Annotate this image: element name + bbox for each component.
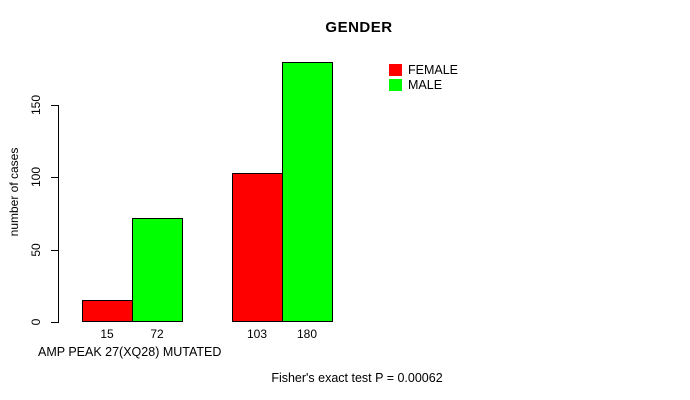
y-axis-label: number of cases — [7, 147, 21, 237]
chart-title: GENDER — [325, 19, 393, 36]
bar-female-group-1 — [82, 300, 133, 322]
legend-swatch-female — [389, 63, 402, 76]
x-axis-label: AMP PEAK 27(XQ28) MUTATED — [38, 345, 222, 359]
bar-value-label-103: 103 — [246, 327, 268, 341]
bar-value-label-180: 180 — [296, 327, 318, 341]
y-tick-label-150: 150 — [29, 94, 43, 116]
y-tick-100 — [51, 177, 58, 178]
legend: FEMALE MALE — [389, 62, 458, 92]
bar-male-group-1 — [132, 218, 183, 322]
legend-item-female: FEMALE — [389, 62, 458, 77]
bar-male-group-2 — [282, 62, 333, 322]
legend-label-male: MALE — [408, 77, 443, 92]
y-tick-150 — [51, 105, 58, 106]
y-tick-label-50: 50 — [29, 243, 43, 257]
y-tick-label-0: 0 — [29, 318, 43, 326]
y-tick-0 — [51, 322, 58, 323]
bar-value-label-15: 15 — [100, 327, 114, 341]
legend-swatch-male — [389, 78, 402, 91]
y-axis-line — [58, 105, 59, 323]
y-tick-50 — [51, 250, 58, 251]
legend-label-female: FEMALE — [408, 62, 459, 77]
y-tick-label-100: 100 — [29, 166, 43, 188]
legend-item-male: MALE — [389, 77, 458, 92]
annotation-text: Fisher's exact test P = 0.00062 — [271, 371, 443, 385]
bar-value-label-72: 72 — [150, 327, 164, 341]
bar-female-group-2 — [232, 173, 283, 322]
